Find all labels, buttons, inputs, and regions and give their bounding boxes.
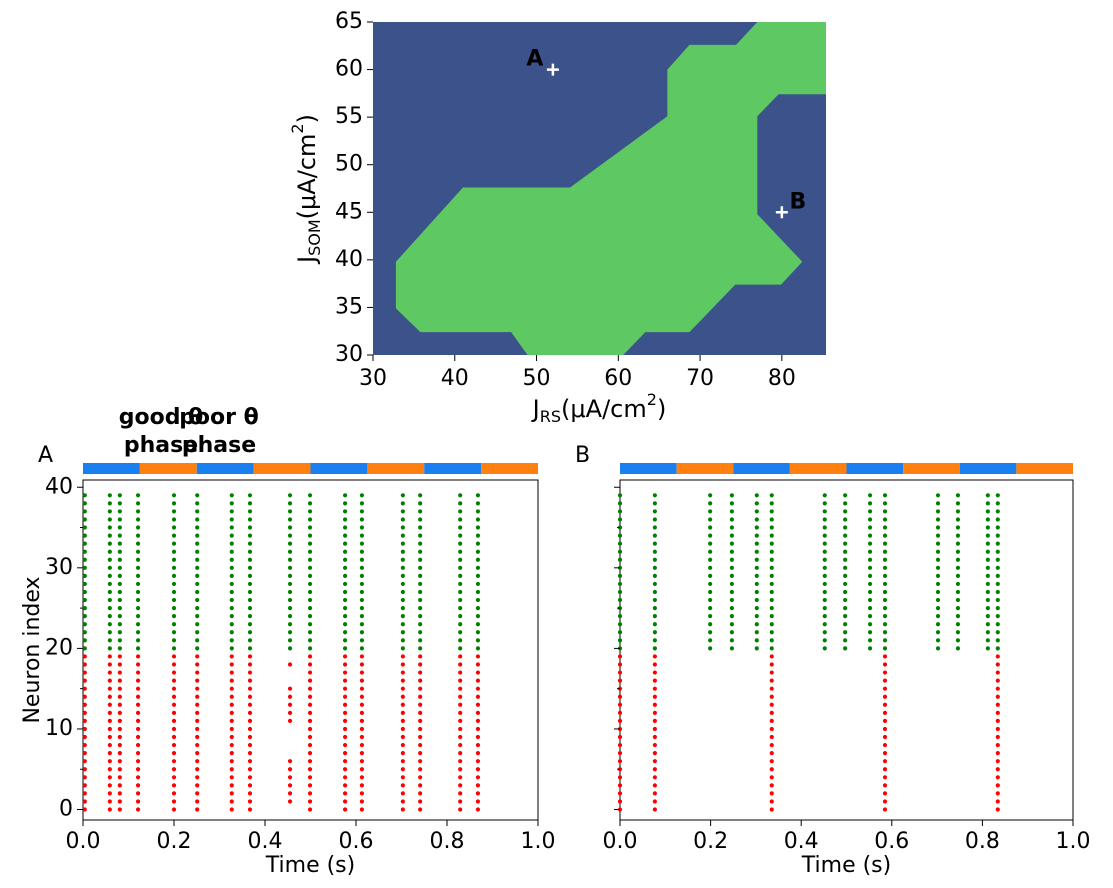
panel-letter: A [38,443,53,468]
axis-label-part: (μA/cm [561,395,647,423]
phase-segment [310,463,368,474]
phase-segment [733,463,790,474]
x-tick-label: 0.4 [248,829,283,854]
x-tick-label: 30 [359,366,387,391]
axis-label-part: ) [293,114,321,123]
y-tick-label: 45 [335,199,363,224]
phase-legend-label: phase [182,433,256,458]
phase-segment [196,463,254,474]
x-tick-label: 70 [686,366,714,391]
x-tick-label: 0.8 [430,829,465,854]
plot-frame [82,479,539,821]
y-tick-label: 10 [45,716,73,741]
x-tick-label: 0.6 [874,829,909,854]
x-tick-label: 0.6 [339,829,374,854]
phase-segment [367,463,425,474]
plot-frame [619,479,1074,821]
x-axis-label: Time (s) [801,853,891,878]
x-tick-label: 50 [523,366,551,391]
axis-label: JRS(μA/cm2) [531,390,667,426]
phase-segment [1016,463,1073,474]
phase-segment [620,463,677,474]
axis-label-part: (μA/cm [293,134,321,220]
phase-segment [424,463,482,474]
axis-label-part: RS [540,407,561,426]
point-marker [775,206,788,219]
phase-segment [676,463,734,474]
axis-label-part: J [531,395,540,423]
y-tick-label: 65 [335,9,363,34]
phase-legend-label: good θ [119,405,204,430]
point-label: A [526,47,543,72]
axis-label: JSOM(μA/cm2) [288,114,324,265]
phase-segment [846,463,904,474]
y-tick-label: 40 [45,474,73,499]
point-marker [546,63,559,76]
x-axis-label: Time (s) [265,853,355,878]
phase-segment [789,463,847,474]
phase-legend-label: phase [124,433,198,458]
y-tick-label: 40 [335,247,363,272]
region [395,22,826,355]
axis-label-part: J [293,256,321,265]
x-tick-label: 40 [441,366,469,391]
phase-segment [139,463,197,474]
x-tick-label: 0.2 [157,829,192,854]
phase-legend-label: poor θ [179,405,259,430]
x-tick-label: 1.0 [521,829,556,854]
axis-label-part: 2 [647,390,657,409]
x-tick-label: 60 [604,366,632,391]
phase-segment [903,463,960,474]
axis-label-part: 2 [288,123,307,133]
y-tick-label: 20 [45,635,73,660]
x-tick-label: 0.8 [965,829,1000,854]
y-tick-label: 55 [335,104,363,129]
phase-segment [481,463,538,474]
phase-segment [253,463,311,474]
panel-letter: B [575,443,590,468]
y-axis-label: Neuron index [20,576,45,723]
y-tick-label: 60 [335,57,363,82]
x-tick-label: 0.0 [603,829,638,854]
x-tick-label: 80 [768,366,796,391]
point-label: B [789,189,806,214]
phase-segment [959,463,1017,474]
y-tick-label: 30 [45,555,73,580]
y-tick-label: 0 [59,797,73,822]
y-tick-label: 35 [335,294,363,319]
x-tick-label: 0.0 [66,829,101,854]
axis-label-part: ) [657,395,666,423]
x-tick-label: 0.4 [784,829,819,854]
y-tick-label: 50 [335,152,363,177]
axis-label-part: SOM [305,219,324,256]
x-tick-label: 1.0 [1056,829,1091,854]
x-tick-label: 0.2 [693,829,728,854]
y-tick-label: 30 [335,342,363,367]
phase-segment [83,463,140,474]
